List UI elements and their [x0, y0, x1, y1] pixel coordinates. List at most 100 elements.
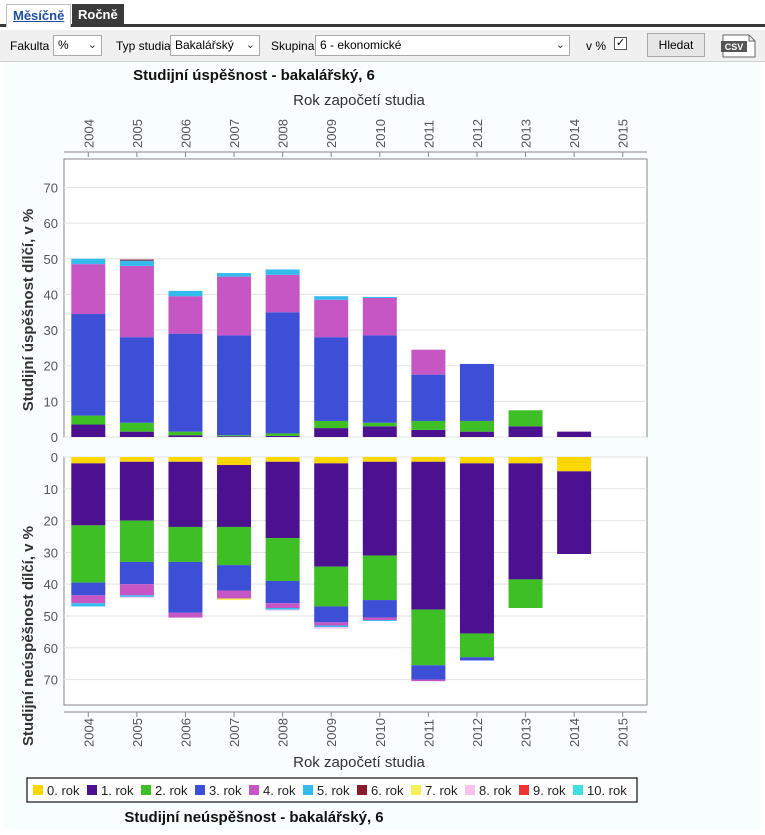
- top-bar-segment: [459, 363, 494, 421]
- bottom-bar-segment: [217, 526, 252, 566]
- top-x-tick-label: 2015: [616, 119, 631, 148]
- bottom-bar-segment: [168, 461, 203, 527]
- bottom-bar-segment: [265, 608, 300, 610]
- legend: 0. rok 1. rok 2. rok 3. rok 4. rok 5. rok 6. r…: [26, 777, 638, 803]
- top-bar-segment: [71, 264, 106, 315]
- tab-monthly[interactable]: Měsíčně: [6, 4, 72, 27]
- bottom-bar-segment: [71, 525, 106, 583]
- chart-area: Studijní úspěšnost - bakalářský, 6 Rok z…: [4, 62, 761, 830]
- bottom-bar-segment: [71, 463, 106, 526]
- bottom-bar-segment: [119, 584, 154, 596]
- bottom-x-tick-label: 2011: [421, 719, 436, 747]
- typ-studia-value: Bakalářský: [175, 38, 234, 52]
- bottom-bar-segment: [362, 457, 397, 462]
- bottom-y-tick-label: 0: [51, 450, 58, 465]
- y-axis-label-top: Studijní úspěšnost dílčí, v %: [20, 209, 37, 412]
- bottom-x-tick-label: 2015: [616, 718, 631, 747]
- typ-studia-select[interactable]: Bakalářský ⌄: [170, 35, 260, 56]
- bottom-bar-segment: [265, 457, 300, 462]
- bottom-y-tick-label: 30: [44, 545, 58, 560]
- legend-label: 0. rok: [47, 783, 80, 798]
- legend-swatch: [519, 785, 529, 795]
- legend-label: 5. rok: [317, 783, 350, 798]
- top-x-tick-label: 2013: [519, 119, 534, 148]
- bottom-bar-segment: [411, 457, 446, 462]
- bottom-x-tick-label: 2014: [567, 718, 582, 747]
- top-bar-segment: [362, 422, 397, 427]
- csv-label: CSV: [725, 42, 744, 52]
- search-button[interactable]: Hledat: [647, 33, 705, 57]
- skupina-select[interactable]: 6 - ekonomické ⌄: [315, 35, 570, 56]
- top-y-tick-label: 10: [44, 394, 58, 409]
- bottom-bar-segment: [314, 627, 349, 629]
- bottom-bar-segment: [411, 679, 446, 682]
- top-bar-segment: [119, 260, 154, 266]
- top-bar-segment: [71, 415, 106, 425]
- top-y-tick-label: 0: [51, 430, 58, 445]
- top-bar-segment: [119, 431, 154, 437]
- bottom-bar-segment: [557, 471, 592, 554]
- bottom-x-tick-label: 2006: [178, 718, 193, 747]
- bottom-bar-segment: [411, 461, 446, 610]
- bottom-y-tick-label: 60: [44, 641, 58, 656]
- top-bar-segment: [314, 299, 349, 338]
- bottom-bar-segment: [168, 561, 203, 613]
- top-x-tick-label: 2007: [227, 119, 242, 148]
- fakulta-select[interactable]: % ⌄: [53, 35, 102, 56]
- top-bar-segment: [71, 258, 106, 265]
- bottom-bar-segment: [508, 579, 543, 609]
- bottom-y-tick-label: 70: [44, 673, 58, 688]
- top-bar-segment: [411, 349, 446, 375]
- legend-swatch: [195, 785, 205, 795]
- bottom-bar-segment: [362, 461, 397, 556]
- top-bar-segment: [168, 333, 203, 432]
- bottom-bar-segment: [265, 538, 300, 581]
- top-bar-segment: [508, 426, 543, 437]
- bottom-bar-segment: [362, 620, 397, 622]
- legend-label: 6. rok: [371, 783, 404, 798]
- skupina-value: 6 - ekonomické: [320, 38, 402, 52]
- bottom-x-tick-label: 2007: [227, 718, 242, 747]
- legend-swatch: [573, 785, 583, 795]
- top-bar-segment: [168, 431, 203, 436]
- top-bar-segment: [265, 433, 300, 436]
- top-plot-background: [63, 158, 648, 438]
- bottom-bar-segment: [265, 603, 300, 609]
- top-x-tick-label: 2012: [470, 119, 485, 148]
- percent-checkbox[interactable]: ✓: [614, 37, 627, 50]
- bottom-bar-segment: [168, 612, 203, 618]
- top-y-tick-label: 20: [44, 359, 58, 374]
- top-bar-segment: [314, 420, 349, 429]
- top-bar-segment: [217, 335, 252, 436]
- top-bar-segment: [314, 428, 349, 437]
- bottom-bar-segment: [314, 566, 349, 607]
- bottom-bar-segment: [119, 561, 154, 585]
- bottom-bar-segment: [362, 600, 397, 618]
- bottom-bar-segment: [557, 457, 592, 472]
- bottom-x-tick-label: 2004: [81, 718, 96, 747]
- top-bar-segment: [265, 312, 300, 434]
- bottom-bar-segment: [314, 463, 349, 567]
- top-bar-segment: [508, 410, 543, 427]
- bottom-plot: 0 10 20 30 40 50 60 70 2004 2005 2006 2007 2008 2009 2…: [44, 450, 648, 747]
- bottom-bar-segment: [314, 606, 349, 623]
- csv-export-icon[interactable]: CSV: [719, 33, 759, 59]
- legend-swatch: [357, 785, 367, 795]
- top-bar-segment: [459, 431, 494, 437]
- bottom-bar-segment: [217, 598, 252, 601]
- bottom-bar-segment: [71, 457, 106, 464]
- top-bar-segment: [411, 374, 446, 421]
- top-y-tick-label: 40: [44, 287, 58, 302]
- bottom-x-tick-label: 2008: [276, 718, 291, 747]
- filter-toolbar: Fakulta % ⌄ Typ studia Bakalářský ⌄ Skup…: [0, 30, 765, 62]
- chart-title-bottom: Studijní neúspěšnost - bakalářský, 6: [124, 809, 383, 826]
- bottom-bar-segment: [265, 461, 300, 539]
- legend-label: 8. rok: [479, 783, 512, 798]
- top-y-tick-label: 50: [44, 252, 58, 267]
- top-bar-segment: [217, 436, 252, 437]
- bottom-bar-segment: [459, 457, 494, 464]
- top-plot: 0 10 20 30 40 50 60 70 2004 2005 2006 2007 2008 2009 2…: [44, 119, 648, 445]
- tab-yearly[interactable]: Ročně: [72, 4, 124, 26]
- bottom-bar-segment: [314, 625, 349, 628]
- chevron-down-icon: ⌄: [555, 39, 565, 51]
